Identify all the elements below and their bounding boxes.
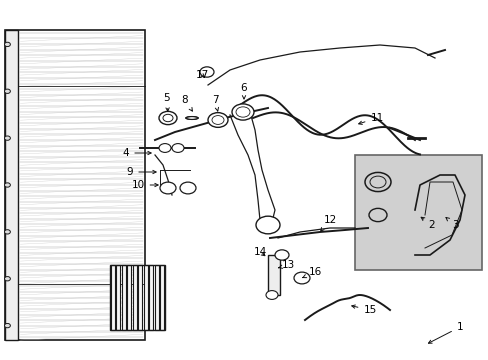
Text: 15: 15: [351, 305, 376, 315]
Circle shape: [4, 89, 10, 94]
Text: 8: 8: [182, 95, 192, 111]
Text: 12: 12: [320, 215, 336, 231]
Text: 9: 9: [126, 167, 156, 177]
Circle shape: [4, 42, 10, 46]
Bar: [116, 265, 120, 330]
Bar: [5, 30, 145, 340]
Bar: [138, 265, 142, 330]
Circle shape: [172, 144, 183, 152]
Bar: [122, 265, 125, 330]
Circle shape: [231, 104, 253, 120]
Circle shape: [4, 230, 10, 234]
Circle shape: [180, 182, 196, 194]
Text: 16: 16: [302, 267, 321, 278]
Bar: [110, 265, 164, 330]
Text: 2: 2: [420, 217, 434, 230]
Circle shape: [200, 67, 214, 77]
Circle shape: [265, 291, 278, 300]
Text: 14: 14: [253, 247, 266, 257]
Text: 5: 5: [163, 93, 170, 111]
Circle shape: [160, 182, 176, 194]
Bar: [354, 155, 481, 270]
Bar: [5, 30, 18, 340]
Circle shape: [274, 250, 288, 260]
Circle shape: [4, 183, 10, 187]
Circle shape: [4, 323, 10, 328]
Text: 3: 3: [445, 217, 457, 230]
Circle shape: [293, 272, 309, 284]
Bar: [133, 265, 136, 330]
Bar: [143, 265, 147, 330]
Circle shape: [207, 113, 227, 127]
Circle shape: [159, 111, 177, 125]
Circle shape: [256, 216, 280, 234]
Bar: [111, 265, 114, 330]
Text: 7: 7: [211, 95, 218, 111]
Circle shape: [163, 114, 173, 122]
Bar: [160, 265, 163, 330]
Bar: [155, 265, 158, 330]
Text: 1: 1: [427, 322, 462, 343]
Text: 4: 4: [122, 148, 151, 158]
Text: 11: 11: [358, 113, 383, 125]
Text: 6: 6: [240, 83, 247, 99]
Bar: [149, 265, 153, 330]
Circle shape: [369, 176, 385, 188]
Text: 17: 17: [195, 70, 208, 80]
Text: 10: 10: [131, 180, 158, 190]
Circle shape: [212, 116, 224, 125]
Text: 13: 13: [278, 260, 294, 270]
Circle shape: [159, 144, 171, 152]
Circle shape: [236, 107, 249, 117]
Bar: [267, 255, 280, 295]
Circle shape: [4, 136, 10, 140]
Circle shape: [368, 208, 386, 222]
Bar: [127, 265, 131, 330]
Circle shape: [4, 276, 10, 281]
Circle shape: [364, 172, 390, 192]
